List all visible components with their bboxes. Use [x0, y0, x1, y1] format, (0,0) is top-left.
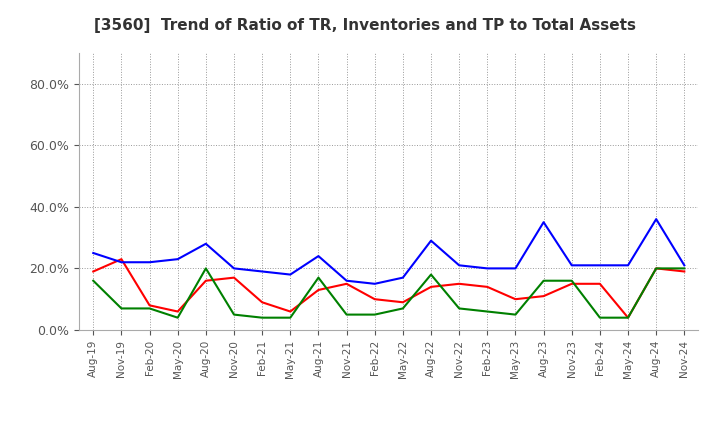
Inventories — [511, 266, 520, 271]
Inventories — [652, 216, 660, 222]
Trade Receivables — [511, 297, 520, 302]
Inventories — [427, 238, 436, 243]
Inventories — [539, 220, 548, 225]
Trade Payables — [117, 306, 126, 311]
Trade Receivables — [314, 287, 323, 293]
Trade Receivables — [567, 281, 576, 286]
Inventories — [258, 269, 266, 274]
Inventories — [455, 263, 464, 268]
Trade Receivables — [230, 275, 238, 280]
Inventories — [286, 272, 294, 277]
Inventories — [624, 263, 632, 268]
Inventories — [314, 253, 323, 259]
Line: Inventories: Inventories — [94, 219, 684, 284]
Trade Receivables — [370, 297, 379, 302]
Text: [3560]  Trend of Ratio of TR, Inventories and TP to Total Assets: [3560] Trend of Ratio of TR, Inventories… — [94, 18, 636, 33]
Trade Payables — [314, 275, 323, 280]
Trade Receivables — [286, 309, 294, 314]
Trade Payables — [483, 309, 492, 314]
Trade Receivables — [174, 309, 182, 314]
Trade Payables — [370, 312, 379, 317]
Inventories — [567, 263, 576, 268]
Trade Payables — [399, 306, 408, 311]
Trade Receivables — [539, 293, 548, 299]
Line: Trade Receivables: Trade Receivables — [94, 259, 684, 318]
Trade Payables — [511, 312, 520, 317]
Inventories — [145, 260, 154, 265]
Trade Payables — [230, 312, 238, 317]
Trade Receivables — [258, 300, 266, 305]
Trade Receivables — [342, 281, 351, 286]
Trade Receivables — [483, 284, 492, 290]
Inventories — [202, 241, 210, 246]
Line: Trade Payables: Trade Payables — [94, 268, 684, 318]
Inventories — [483, 266, 492, 271]
Trade Receivables — [427, 284, 436, 290]
Trade Payables — [89, 278, 98, 283]
Inventories — [89, 250, 98, 256]
Trade Payables — [652, 266, 660, 271]
Trade Receivables — [145, 303, 154, 308]
Inventories — [680, 263, 688, 268]
Trade Payables — [455, 306, 464, 311]
Trade Receivables — [680, 269, 688, 274]
Trade Payables — [624, 315, 632, 320]
Inventories — [595, 263, 604, 268]
Trade Payables — [202, 266, 210, 271]
Trade Payables — [539, 278, 548, 283]
Inventories — [230, 266, 238, 271]
Trade Payables — [427, 272, 436, 277]
Inventories — [399, 275, 408, 280]
Inventories — [174, 257, 182, 262]
Inventories — [117, 260, 126, 265]
Trade Payables — [145, 306, 154, 311]
Trade Receivables — [117, 257, 126, 262]
Inventories — [342, 278, 351, 283]
Trade Receivables — [399, 300, 408, 305]
Trade Receivables — [202, 278, 210, 283]
Trade Payables — [342, 312, 351, 317]
Trade Payables — [174, 315, 182, 320]
Trade Receivables — [89, 269, 98, 274]
Trade Receivables — [652, 266, 660, 271]
Trade Receivables — [455, 281, 464, 286]
Trade Payables — [286, 315, 294, 320]
Trade Receivables — [624, 315, 632, 320]
Inventories — [370, 281, 379, 286]
Trade Receivables — [595, 281, 604, 286]
Trade Payables — [567, 278, 576, 283]
Trade Payables — [680, 266, 688, 271]
Trade Payables — [595, 315, 604, 320]
Trade Payables — [258, 315, 266, 320]
